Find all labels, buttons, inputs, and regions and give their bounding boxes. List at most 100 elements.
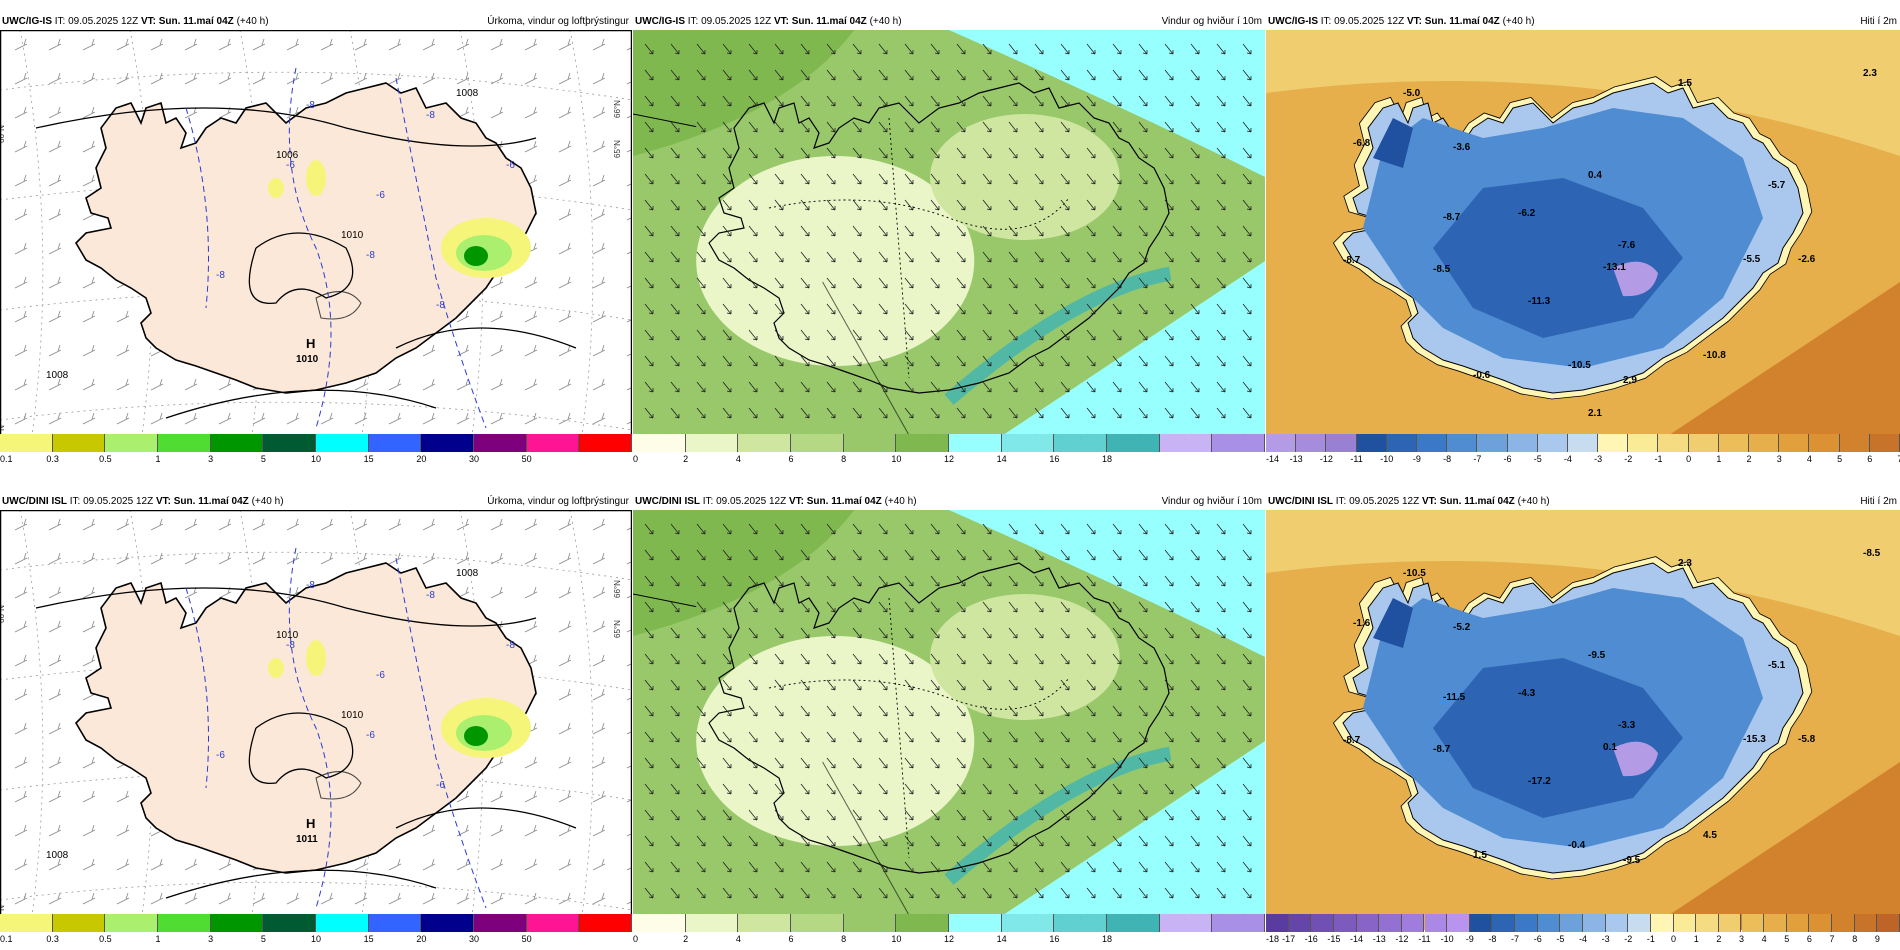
colorbar: -14 -13 -12 -11 -10 -9 -8 -7 -6 -5 -4 -3 -2 -1 0 1 2 3 4 5 6… <box>1266 434 1900 466</box>
wind-barb-icon <box>14 242 28 255</box>
colorbar-label: -3 <box>1594 454 1603 464</box>
wind-arrow-icon <box>696 783 706 795</box>
wind-arrow-icon <box>956 199 966 211</box>
colorbar-swatch <box>1379 914 1402 932</box>
wind-barb-icon <box>592 892 606 905</box>
wind-arrow-icon <box>644 575 654 587</box>
wind-barb-icon <box>82 552 96 565</box>
wind-arrow-icon <box>930 627 940 639</box>
temperature-label: -7.6 <box>1618 240 1636 251</box>
isobars <box>35 107 577 419</box>
wind-barb-icon <box>422 518 436 531</box>
wind-barb-icon <box>48 242 62 255</box>
wind-arrow-icon <box>722 627 732 639</box>
wind-barb-icon <box>218 378 232 391</box>
colorbar-swatch <box>52 434 106 452</box>
wind-arrow-icon <box>644 861 654 873</box>
wind-barb-icon <box>558 654 572 667</box>
wind-arrow-icon <box>696 835 706 847</box>
wind-arrow-icon <box>956 225 966 237</box>
wind-arrow-icon <box>1216 199 1226 211</box>
wind-arrow-icon <box>1086 381 1096 393</box>
wind-barb-icon <box>82 106 96 119</box>
wind-arrow-icon <box>930 731 940 743</box>
temp-panel-dini: UWC/DINI ISL IT: 09.05.2025 12Z VT: Sun.… <box>1266 494 1900 946</box>
wind-arrow-icon <box>774 627 784 639</box>
wind-arrow-icon <box>1190 303 1200 315</box>
wind-arrow-icon <box>1138 887 1148 899</box>
wind-arrow-icon <box>982 355 992 367</box>
wind-arrow-icon <box>644 303 654 315</box>
wind-arrow-icon <box>774 303 784 315</box>
colorbar-label: 2 <box>683 454 689 464</box>
wind-arrow-icon <box>1112 601 1122 613</box>
high-pressure-value: 1010 <box>296 354 319 365</box>
wind-arrow-icon <box>1190 783 1200 795</box>
wind-zone-light <box>930 594 1120 720</box>
colorbar-swatch <box>1560 914 1583 932</box>
wind-arrow-icon <box>644 757 654 769</box>
wind-arrow-icon <box>1112 679 1122 691</box>
field-title: Hiti í 2m <box>1860 496 1897 507</box>
colorbar-label: -13 <box>1289 454 1303 464</box>
colorbar-swatch <box>1212 914 1265 932</box>
wind-arrow-icon <box>644 731 654 743</box>
colorbar-label: 30 <box>468 454 480 464</box>
wind-arrow-icon <box>800 303 810 315</box>
wind-arrow-icon <box>826 575 836 587</box>
wind-arrow-icon <box>774 69 784 81</box>
colorbar-label: 1 <box>155 454 161 464</box>
colorbar-label: -15 <box>1327 934 1341 944</box>
wind-arrow-icon <box>1138 861 1148 873</box>
colorbar-label: -3 <box>1601 934 1610 944</box>
isobar-label: 1006 <box>276 150 299 161</box>
wind-barb-icon <box>82 72 96 85</box>
wind-arrow-icon <box>852 121 862 133</box>
wind-arrow-icon <box>774 121 784 133</box>
colorbar-swatch <box>1779 434 1810 452</box>
lead-time: (+40 h) <box>236 16 269 27</box>
wind-arrow-icon <box>722 705 732 717</box>
wind-barb-icon <box>456 310 470 323</box>
field-title: Hiti í 2m <box>1860 16 1897 27</box>
wind-arrow-icon <box>956 809 966 821</box>
wind-barb-icon <box>48 208 62 221</box>
wind-arrow-icon <box>930 887 940 899</box>
wind-arrow-icon <box>696 147 706 159</box>
wind-arrow-icon <box>956 627 966 639</box>
wind-arrow-icon <box>982 627 992 639</box>
wind-arrow-icon <box>722 887 732 899</box>
wind-arrow-icon <box>982 303 992 315</box>
wind-arrow-icon <box>722 679 732 691</box>
wind-arrow-icon <box>800 653 810 665</box>
wind-arrow-icon <box>774 251 784 263</box>
wind-barb-icon <box>116 344 130 357</box>
wind-barb-icon <box>48 174 62 187</box>
wind-arrow-icon <box>1060 523 1070 535</box>
wind-arrow-icon <box>982 381 992 393</box>
iceland-outline <box>708 562 1170 874</box>
wind-arrow-icon <box>956 549 966 561</box>
it-value: 09.05.2025 12Z <box>68 16 139 27</box>
wind-arrow-icon <box>1034 303 1044 315</box>
wind-arrow-icon <box>956 95 966 107</box>
wind-arrow-icon <box>1086 653 1096 665</box>
wind-arrow-icon <box>774 887 784 899</box>
colorbar-label: 8 <box>1852 934 1858 944</box>
wind-arrow-icon <box>1060 575 1070 587</box>
temperature-label: -8.5 <box>1863 548 1881 559</box>
wind-arrow-icon <box>1138 705 1148 717</box>
wind-arrow-icon <box>826 407 836 419</box>
wind-arrow-icon <box>878 731 888 743</box>
wind-arrow-icon <box>1008 277 1018 289</box>
wind-barb-icon <box>524 72 538 85</box>
lead-time: (+40 h) <box>1502 16 1535 27</box>
vt-value: Sun. 11.maí 04Z <box>173 496 249 507</box>
wind-arrow-icon <box>878 303 888 315</box>
wind-arrow-icon <box>1164 381 1174 393</box>
temperature-label: -5.7 <box>1768 180 1786 191</box>
wind-arrow-icon <box>904 679 914 691</box>
wind-barb-icon <box>320 552 334 565</box>
wind-arrow-icon <box>1164 95 1174 107</box>
temperature-label: -5.2 <box>1453 622 1471 633</box>
